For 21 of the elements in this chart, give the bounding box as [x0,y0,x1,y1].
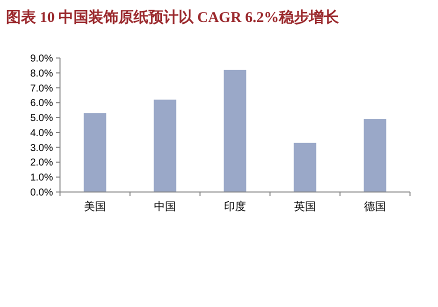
y-tick-label: 1.0% [30,172,54,184]
x-tick-label: 中国 [154,200,176,213]
bar [84,113,106,192]
y-tick-label: 2.0% [30,158,54,169]
chart-title: 图表 10 中国装饰原纸预计以 CAGR 6.2%稳步增长 [6,9,340,26]
x-tick-label: 英国 [294,200,316,213]
bar [364,119,386,192]
y-tick-label: 0.0% [30,188,54,198]
bar [154,100,176,192]
bar [224,70,246,192]
y-tick-label: 6.0% [30,98,54,110]
x-tick-label: 德国 [364,201,386,213]
y-tick-label: 7.0% [30,83,54,94]
y-tick-label: 5.0% [30,113,54,124]
y-tick-label: 3.0% [30,142,54,154]
y-tick-label: 9.0% [30,54,54,64]
x-tick-label: 美国 [84,200,106,213]
y-tick-label: 8.0% [30,68,54,80]
bar [294,142,316,192]
y-tick-label: 4.0% [30,128,54,139]
x-tick-label: 印度 [224,200,246,213]
